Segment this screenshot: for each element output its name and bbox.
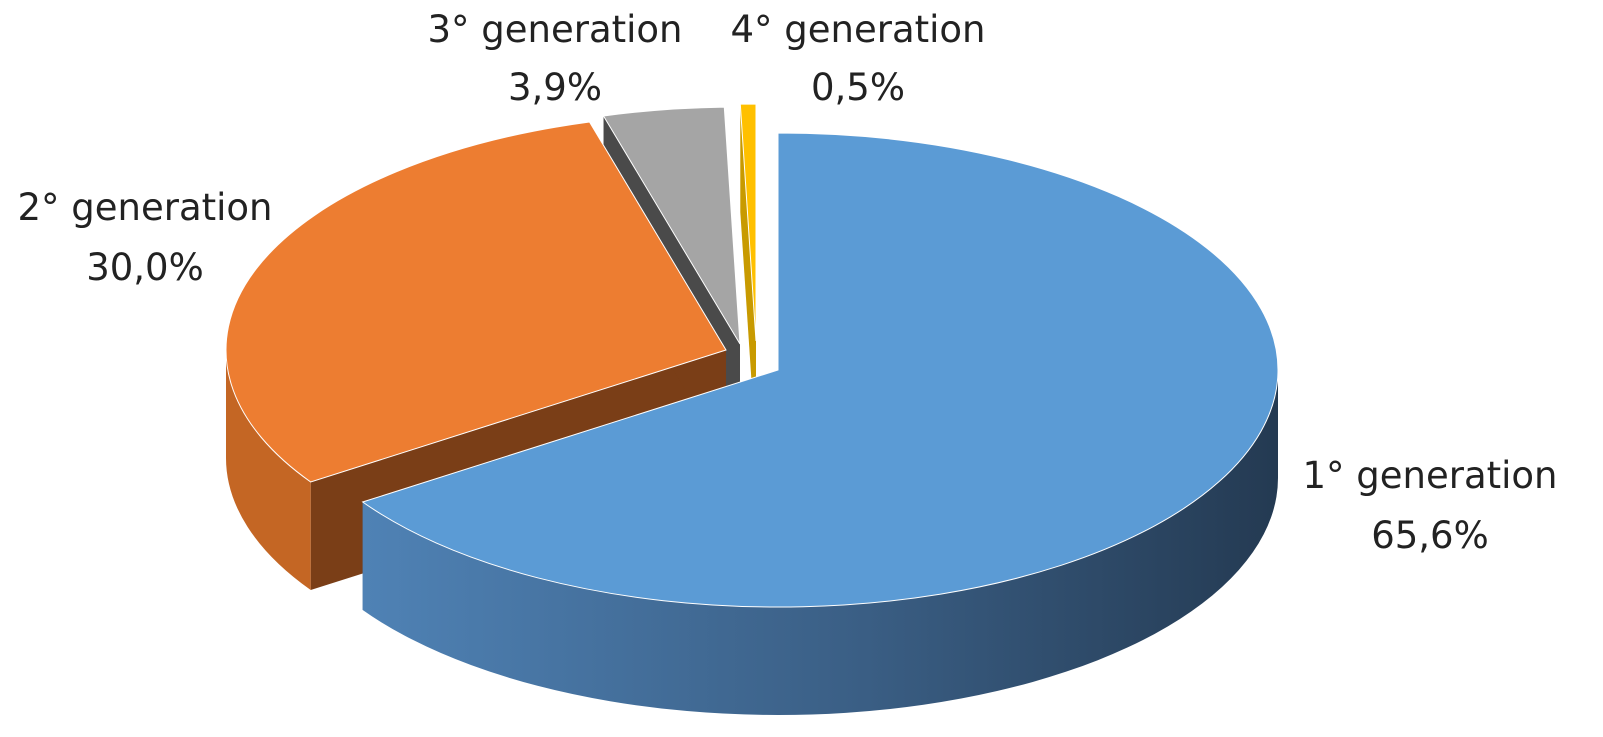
slice-label-1: 1° generation xyxy=(1302,454,1557,497)
slice-value-label-3: 3,9% xyxy=(508,66,602,109)
slice-label-3: 3° generation xyxy=(427,8,682,51)
slice-label-4: 4° generation xyxy=(730,8,985,51)
slice-2 xyxy=(225,121,727,483)
slice-3 xyxy=(602,106,741,345)
slice-1 xyxy=(361,132,1279,608)
slice-side-1 xyxy=(362,370,1279,715)
slice-wall-4-1 xyxy=(740,104,756,449)
data-labels: 1° generation 65,6% 2° generation 30,0% 3° g… xyxy=(17,8,1557,557)
slice-side-2 xyxy=(226,350,311,590)
slice-value-label-4: 0,5% xyxy=(811,66,905,109)
slice-value-label-1: 65,6% xyxy=(1371,514,1489,557)
slice-tops xyxy=(225,103,1279,608)
slice-4 xyxy=(739,103,757,342)
slice-label-2: 2° generation xyxy=(17,186,272,229)
slice-value-label-2: 30,0% xyxy=(86,246,204,289)
